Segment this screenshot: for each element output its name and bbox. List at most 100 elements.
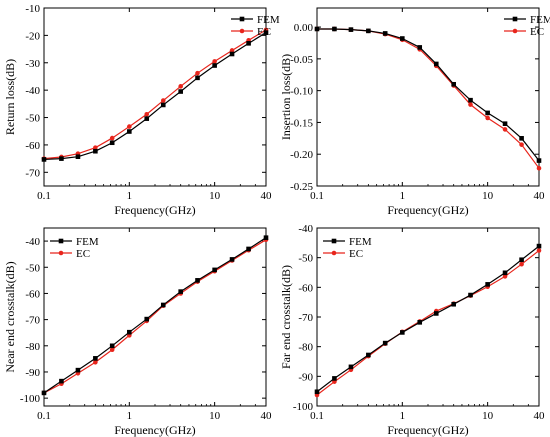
data-point-fem: [75, 154, 81, 159]
legend-label: EC: [349, 248, 363, 260]
y-tick-label: -90: [25, 367, 40, 379]
data-point-ec: [485, 115, 490, 121]
plot-frame: [316, 7, 540, 187]
y-tick-label: -60: [25, 288, 40, 300]
data-point-fem: [417, 320, 423, 325]
legend-marker-square: [512, 16, 518, 22]
data-point-fem: [502, 270, 508, 276]
y-tick-label: -40: [25, 236, 40, 248]
series-line-ec: [43, 29, 267, 160]
legend-marker-circle: [239, 28, 245, 34]
x-tick-label: 10: [209, 410, 221, 422]
y-axis-label: Near end crosstalk(dB): [3, 261, 17, 372]
data-point-fem: [348, 364, 354, 370]
data-point-fem: [212, 63, 217, 68]
data-point-fem: [468, 292, 473, 298]
legend-label: FEM: [349, 236, 372, 248]
data-point-fem: [332, 26, 337, 32]
data-point-ec: [536, 248, 542, 253]
data-point-fem: [348, 27, 354, 32]
series-line-ec: [43, 239, 267, 394]
legend-marker-circle: [58, 250, 64, 256]
legend-label: FEM: [76, 236, 99, 248]
y-tick-label: -70: [25, 315, 40, 327]
legend-marker-square: [331, 238, 337, 244]
data-point-fem: [160, 102, 166, 108]
data-point-fem: [451, 301, 456, 307]
legend-label: EC: [76, 248, 90, 260]
data-point-ec: [536, 165, 542, 171]
data-point-ec: [519, 142, 524, 147]
data-point-ec: [195, 70, 200, 76]
x-tick-label: 1: [127, 190, 133, 202]
y-tick-label: 0.00: [294, 22, 314, 34]
legend-label: EC: [530, 26, 544, 38]
near-end-crosstalk-chart: 0.1 1 10 40 -100 -90 -80 -70 -60 -50 -40 Frequency(…: [3, 227, 273, 437]
data-point-fem: [246, 246, 251, 252]
data-point-fem: [246, 41, 251, 46]
data-point-fem: [178, 89, 183, 94]
data-point-ec: [127, 124, 132, 129]
x-tick-label: 10: [482, 190, 494, 202]
return-loss-chart: 0.1 1 10 40 -70 -60 -50 -40 -30 -20 -10 Frequency(G…: [3, 3, 280, 217]
data-point-fem: [536, 158, 542, 163]
data-point-fem: [468, 97, 473, 103]
y-tick-label: -50: [25, 113, 40, 125]
data-point-fem: [263, 235, 269, 240]
data-point-fem: [109, 343, 115, 349]
y-tick-label: -80: [298, 342, 313, 354]
x-tick-label: 1: [127, 410, 133, 422]
data-point-ec: [502, 274, 508, 279]
x-tick-label: 1: [400, 190, 406, 202]
data-point-ec: [519, 261, 524, 267]
data-point-fem: [366, 28, 371, 34]
data-point-fem: [195, 278, 200, 283]
y-axis-label: Insertion loss(dB): [279, 54, 293, 140]
data-point-fem: [41, 390, 47, 396]
data-point-ec: [212, 59, 217, 64]
data-point-fem: [519, 257, 524, 263]
y-tick-label: -60: [298, 282, 313, 294]
legend-label: FEM: [530, 14, 550, 26]
y-tick-label: -100: [20, 393, 41, 405]
data-point-fem: [229, 51, 235, 57]
data-point-fem: [75, 367, 81, 373]
y-tick-label: -60: [25, 140, 40, 152]
y-tick-label: -10: [25, 3, 40, 15]
x-tick-label: 1: [400, 410, 406, 422]
data-point-ec: [178, 84, 183, 89]
series-line-fem: [43, 32, 267, 161]
plot-frame: [43, 7, 267, 187]
data-point-ec: [109, 347, 115, 353]
data-point-fem: [127, 329, 132, 335]
y-tick-label: -0.10: [290, 86, 313, 98]
data-point-fem: [93, 356, 98, 361]
y-tick-label: -90: [298, 371, 313, 383]
data-point-fem: [59, 378, 64, 384]
y-axis-label: Return loss(dB): [3, 59, 17, 135]
y-tick-label: -70: [25, 167, 40, 179]
data-point-fem: [400, 36, 405, 41]
x-tick-label: 40: [261, 190, 273, 202]
data-point-fem: [59, 156, 64, 161]
legend-marker-square: [239, 16, 245, 22]
data-point-ec: [93, 359, 98, 365]
series-line-fem: [43, 237, 267, 394]
y-tick-label: -50: [25, 262, 40, 274]
data-point-fem: [536, 243, 542, 249]
x-tick-label: 10: [482, 410, 494, 422]
data-point-fem: [263, 30, 269, 35]
data-point-fem: [314, 26, 320, 32]
data-point-fem: [332, 376, 337, 381]
data-point-ec: [93, 145, 98, 150]
data-point-fem: [519, 136, 524, 141]
data-point-fem: [41, 157, 47, 162]
x-tick-label: 0.1: [310, 190, 324, 202]
x-tick-label: 40: [261, 410, 273, 422]
x-tick-label: 40: [534, 410, 546, 422]
data-point-fem: [502, 121, 508, 126]
data-point-fem: [400, 330, 405, 335]
